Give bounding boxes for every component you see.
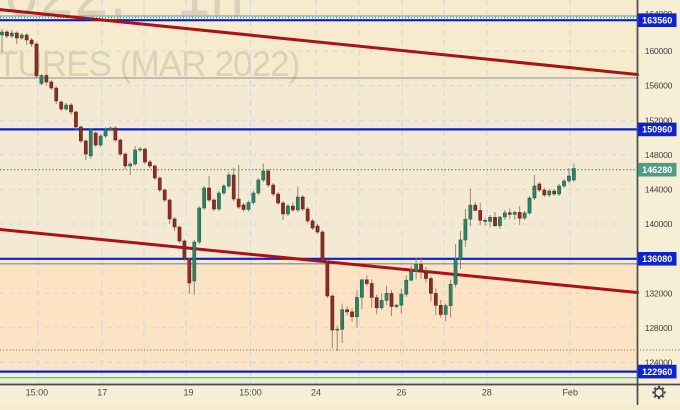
svg-text:1h: 1h — [177, 0, 244, 28]
svg-text:19: 19 — [183, 388, 193, 398]
svg-text:17: 17 — [97, 388, 107, 398]
svg-text:28: 28 — [482, 388, 492, 398]
svg-text:122960: 122960 — [642, 367, 672, 377]
svg-text:150960: 150960 — [642, 125, 672, 135]
svg-text:15:00: 15:00 — [239, 388, 262, 398]
svg-text:24: 24 — [311, 388, 321, 398]
svg-text:26: 26 — [396, 388, 406, 398]
svg-text:156000: 156000 — [645, 81, 673, 91]
svg-text:140000: 140000 — [645, 219, 673, 229]
svg-text:136080: 136080 — [642, 254, 672, 264]
svg-text:146280: 146280 — [642, 165, 672, 175]
svg-text:132000: 132000 — [645, 288, 673, 298]
svg-text:160000: 160000 — [645, 46, 673, 56]
svg-text:15:00: 15:00 — [26, 388, 49, 398]
svg-text:163560: 163560 — [642, 16, 672, 26]
svg-text:Feb: Feb — [562, 388, 578, 398]
svg-text:148000: 148000 — [645, 150, 673, 160]
svg-text:144000: 144000 — [645, 185, 673, 195]
svg-text:2022,: 2022, — [0, 0, 128, 28]
svg-text:128000: 128000 — [645, 323, 673, 333]
